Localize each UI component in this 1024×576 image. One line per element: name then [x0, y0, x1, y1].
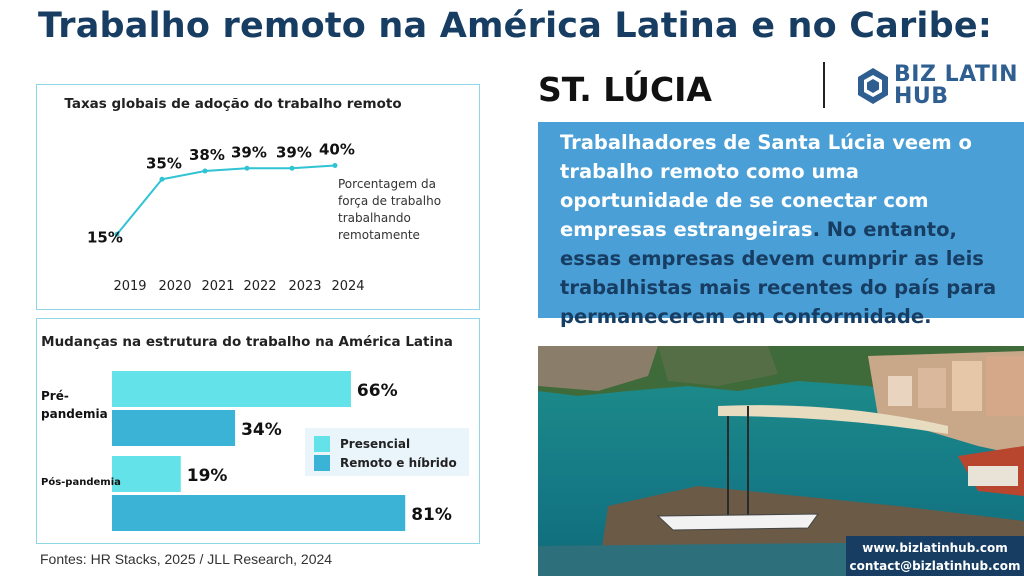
line-point [114, 231, 120, 237]
line-chart-annotation: Porcentagem da força de trabalho trabalh… [338, 177, 445, 242]
bar-value-label: 34% [241, 420, 282, 440]
logo-text-line1: BIZ LATIN [894, 62, 1019, 87]
line-data-label: 38% [189, 146, 225, 164]
category-label-pos: Pós-pandemia [41, 476, 121, 488]
bizlatinhub-logo: BIZ LATIN HUB [856, 62, 1018, 109]
line-series-path [116, 164, 336, 235]
legend-label-remoto: Remoto e híbrido [340, 456, 457, 470]
country-title: ST. LÚCIA [538, 70, 712, 109]
bar-value-label: 66% [357, 381, 398, 401]
sources-note: Fontes: HR Stacks, 2025 / JLL Research, … [40, 551, 333, 567]
line-data-label: 39% [231, 143, 267, 161]
harbor-photo: www.bizlatinhub.com contact@bizlatinhub.… [538, 346, 1024, 576]
legend-swatch-remoto [314, 455, 330, 471]
bar-presencial [112, 456, 181, 492]
line-data-label: 35% [146, 154, 182, 172]
x-tick-label: 2023 [288, 279, 321, 294]
page-title: Trabalho remoto na América Latina e no C… [38, 6, 993, 46]
line-chart-title: Taxas globais de adoção do trabalho remo… [64, 96, 401, 112]
legend-box [305, 428, 469, 476]
x-tick-label: 2021 [201, 279, 234, 294]
remote-adoption-line-chart: Taxas globais de adoção do trabalho remo… [64, 96, 445, 294]
website-link[interactable]: www.bizlatinhub.com [862, 541, 1008, 555]
x-tick-label: 2019 [113, 279, 146, 294]
logo-mark-icon [858, 68, 888, 104]
category-label-pre: Pré-pandemia [41, 389, 108, 421]
bar-remoto [112, 495, 406, 531]
line-data-label: 15% [87, 228, 123, 246]
work-structure-bar-chart: Mudanças na estrutura do trabalho na Amé… [41, 334, 469, 531]
bar-remoto [112, 410, 236, 446]
x-tick-label: 2022 [243, 279, 276, 294]
line-point [244, 165, 250, 171]
legend-swatch-presencial [314, 436, 330, 452]
info-box: Trabalhadores de Santa Lúcia veem o trab… [538, 122, 1024, 328]
contact-box: www.bizlatinhub.com contact@bizlatinhub.… [846, 536, 1024, 576]
bar-chart-title: Mudanças na estrutura do trabalho na Amé… [41, 334, 453, 350]
line-point [332, 163, 338, 168]
bar-presencial [112, 371, 351, 407]
bar-value-label: 19% [187, 466, 228, 486]
header-divider [823, 62, 825, 108]
legend-label-presencial: Presencial [340, 437, 410, 451]
info-text-part1: Trabalhadores de Santa Lúcia veem o trab… [560, 131, 972, 241]
x-tick-label: 2020 [158, 279, 191, 294]
line-data-label: 39% [276, 143, 312, 161]
line-point [289, 165, 295, 171]
line-point [159, 176, 165, 182]
info-text-part2: . No entanto, essas empresas devem cumpr… [560, 218, 997, 328]
email-link[interactable]: contact@bizlatinhub.com [849, 559, 1021, 573]
x-tick-label: 2024 [331, 279, 364, 294]
bar-chart-panel: Mudanças na estrutura do trabalho na Amé… [36, 318, 480, 544]
line-point [202, 168, 208, 174]
line-chart-panel: Taxas globais de adoção do trabalho remo… [36, 84, 480, 310]
line-data-label: 40% [319, 141, 355, 159]
bar-value-label: 81% [411, 505, 452, 525]
logo-text-line2: HUB [894, 84, 949, 109]
